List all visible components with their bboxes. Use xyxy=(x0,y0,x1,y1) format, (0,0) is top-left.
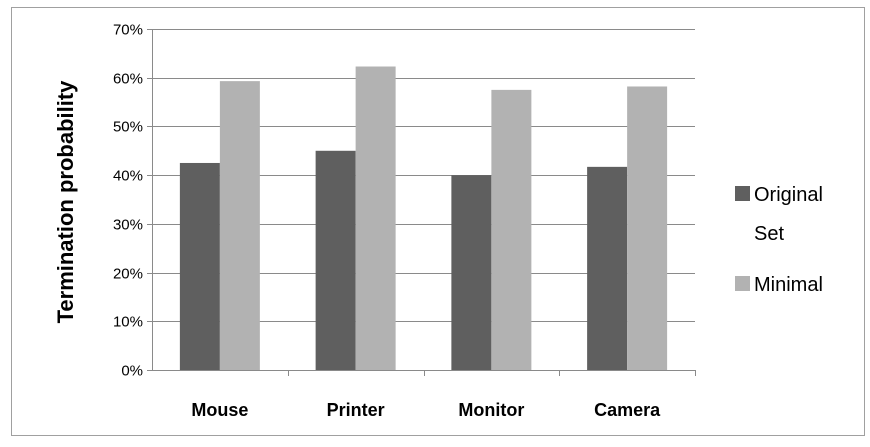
y-tick-label: 10% xyxy=(113,314,143,331)
x-category-label: Mouse xyxy=(191,400,248,420)
legend-label-minimal: Minimal xyxy=(754,274,823,296)
bars xyxy=(179,66,668,371)
y-tick-label: 60% xyxy=(113,71,143,88)
bar-minimal-camera xyxy=(627,86,668,371)
axes: 0% 10% 20% 30% 40% 50% 60% 70% Mouse Printer Monit… xyxy=(113,22,696,420)
y-tick-label: 40% xyxy=(113,168,143,185)
bar-original-set-printer xyxy=(315,150,356,370)
bar-original-set-mouse xyxy=(179,162,220,370)
legend-swatch-original-set xyxy=(735,186,750,201)
bar-original-set-monitor xyxy=(451,175,492,370)
bar-minimal-printer xyxy=(355,66,396,370)
y-tick-label: 0% xyxy=(121,363,143,380)
bar-minimal-mouse xyxy=(219,81,260,371)
x-category-label: Printer xyxy=(327,400,385,420)
legend: Original Set Minimal xyxy=(735,184,823,296)
y-tick-label: 20% xyxy=(113,266,143,283)
x-category-label: Monitor xyxy=(458,400,524,420)
y-tick-label: 70% xyxy=(113,22,143,39)
x-category-label: Camera xyxy=(594,400,661,420)
legend-label-original-set: Original Set xyxy=(754,184,823,245)
bar-minimal-monitor xyxy=(491,89,532,371)
y-tick-label: 30% xyxy=(113,217,143,234)
y-tick-label: 50% xyxy=(113,119,143,136)
y-axis-label: Termination probability xyxy=(53,80,78,324)
legend-swatch-minimal xyxy=(735,276,750,291)
bar-original-set-camera xyxy=(587,166,628,370)
